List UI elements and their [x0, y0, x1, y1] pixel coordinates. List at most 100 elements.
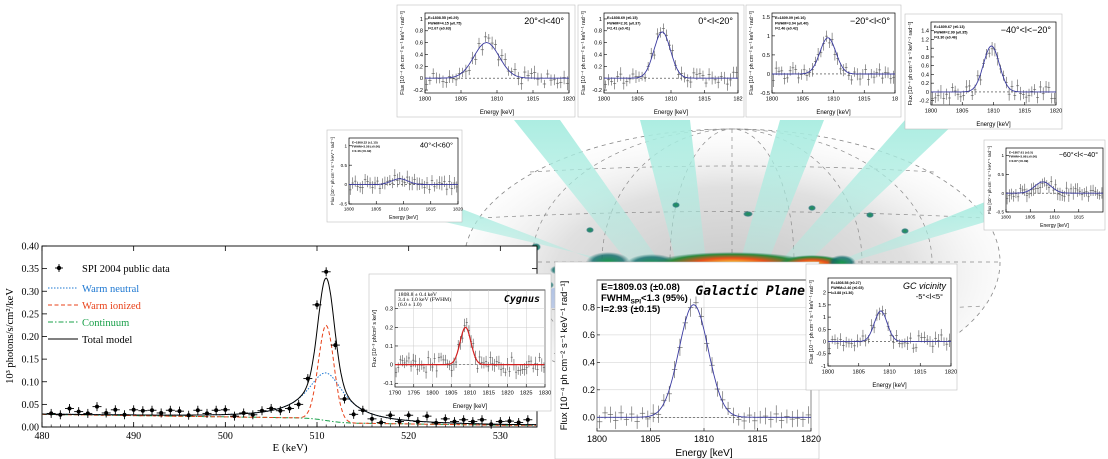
data-point: [193, 405, 203, 415]
spectrum-panels: 1800 1805 1810 1815 1820-0.200.20.40.60.81En…: [326, 4, 1106, 459]
x-axis-label: Energy [keV]: [675, 448, 732, 459]
data-point: [468, 417, 478, 427]
data-point: [120, 410, 129, 420]
model-curve: [597, 304, 811, 418]
data-point: [165, 405, 175, 415]
svg-text:FWHM=2.91 (±0.37): FWHM=2.91 (±0.37): [607, 21, 641, 25]
y-tick-label: 1: [823, 315, 826, 321]
legend-item-warm-neutral: Warm neutral: [48, 284, 139, 295]
x-tick-label: 18: [892, 97, 898, 103]
data-point: [495, 417, 505, 427]
y-tick-label: 0.8: [921, 55, 929, 61]
y-tick-label: -0.2: [592, 88, 602, 94]
y-tick-label: -0.2: [919, 99, 929, 105]
data-point: [303, 374, 313, 384]
x-tick-label: 1805: [853, 370, 865, 376]
y-tick-label: 0.5: [762, 53, 770, 59]
svg-text:E=1808.58 (±0.27): E=1808.58 (±0.27): [831, 281, 862, 285]
svg-text:E=1808.55 (±0.29): E=1808.55 (±0.29): [428, 16, 459, 20]
x-tick-label: 1805: [956, 109, 968, 115]
y-tick-label: 0.4: [921, 72, 929, 78]
y-tick-label: 0.15: [22, 355, 40, 366]
x-tick-label: 480: [35, 431, 50, 442]
data-point: [101, 408, 111, 418]
y-tick-label: 0.6: [921, 64, 929, 70]
region-label: Cygnus: [504, 294, 540, 305]
data-point: [312, 300, 322, 310]
y-axis-label: 10³ photons/s/cm²/keV: [5, 288, 16, 384]
x-tick-label: 1800: [587, 434, 607, 444]
x-tick-label: 1810: [491, 97, 503, 103]
x-tick-label: 1820: [453, 207, 464, 212]
fit-annotation: E=1808.58 (±0.27)FWHM=2.46 (±0.65)I=3.88…: [831, 281, 864, 295]
y-tick-label: -0.5: [996, 210, 1004, 215]
data-points: [425, 31, 569, 91]
y-axis-label: Flux [10⁻⁴ ph cm⁻² s⁻¹ keV⁻¹ rad⁻¹]: [330, 137, 335, 205]
model-curve: [931, 45, 1056, 93]
panel-background: [577, 4, 745, 118]
data-point: [404, 410, 414, 420]
data-point: [505, 416, 514, 426]
y-tick-label: 0.30: [22, 287, 40, 298]
x-tick-label: 1815: [1019, 109, 1031, 115]
x-axis-label: Energy [keV]: [816, 110, 851, 116]
data-points: [46, 267, 533, 429]
y-tick-label: 0.2: [385, 325, 393, 331]
y-tick-label: -1: [821, 364, 826, 370]
y-tick-label: 1.4: [921, 29, 929, 35]
data-points: [604, 23, 738, 91]
model-curve: [1006, 181, 1103, 194]
y-ticks: 0.000.050.100.150.200.250.300.350.40: [22, 242, 537, 434]
data-point: [431, 418, 441, 428]
y-tick-label: 0.8: [582, 303, 595, 313]
svg-text:E=1808.69 (±0.15): E=1808.69 (±0.15): [607, 16, 638, 20]
panel-cygnus: 1790 1795 1800 1805 1810 1815 1820 1825 1830 -0.1…: [368, 273, 552, 412]
sub-region-label: -5°<l<5°: [916, 292, 943, 301]
svg-text:FWHM=3.04 (±0.40): FWHM=3.04 (±0.40): [775, 21, 809, 25]
x-tick-label: 1800: [419, 97, 431, 103]
x-axis-label: Energy [keV]: [389, 215, 418, 221]
model-curve: [395, 326, 545, 366]
data-points: [395, 317, 545, 380]
x-tick-label: 1815: [914, 370, 926, 376]
panel-galactic-plane: 1800 1805 1810 1815 1820 0.0 0.2 0.4 0.6 0.8 Energ…: [554, 261, 821, 459]
panel-background: [805, 263, 958, 391]
x-tick-label: 1825: [520, 391, 532, 397]
y-tick-label: 0: [599, 76, 602, 82]
y-tick-label: 0: [767, 72, 770, 78]
x-tick-label: 1815: [698, 97, 710, 103]
panel-p20-40: 1800 1805 1810 1815 1820 -0.2 0 0.2 0.4 0.6 0.8 1 En…: [396, 4, 576, 118]
y-tick-label: 0.6: [582, 330, 595, 340]
x-tick-label: 1805: [797, 97, 809, 103]
svg-text:I=2.41 (±0.41): I=2.41 (±0.41): [607, 27, 631, 31]
data-points: [828, 305, 951, 355]
data-point: [321, 267, 331, 277]
x-tick-label: 500: [218, 431, 233, 442]
x-tick-label: 1805: [1025, 215, 1036, 220]
y-tick-label: 1: [1001, 153, 1004, 158]
y-tick-label: 1.2: [921, 37, 929, 43]
y-tick-label: 0.05: [22, 400, 40, 411]
data-point: [175, 406, 184, 416]
svg-text:I=2.93 (±0.15): I=2.93 (±0.15): [601, 304, 660, 315]
data-point: [385, 410, 395, 420]
svg-text:I=0.46 (±0.32): I=0.46 (±0.32): [352, 149, 371, 153]
y-tick-label: 0.5: [341, 163, 348, 168]
svg-text:E=1809.67 (±0.13): E=1809.67 (±0.13): [934, 25, 965, 29]
region-label: 40°<l<60°: [420, 141, 453, 150]
region-label: Galactic Plane: [695, 284, 805, 299]
data-point: [211, 405, 221, 415]
x-tick-label: 1810: [827, 97, 839, 103]
y-axis-label: Flux [10⁻⁴ ph cm⁻² s⁻¹ keV⁻¹ rad⁻¹]: [987, 146, 992, 214]
x-tick-label: 1820: [945, 370, 957, 376]
data-point: [340, 394, 349, 404]
data-point: [230, 411, 239, 421]
data-point: [514, 417, 524, 427]
data-point: [349, 409, 359, 419]
x-tick-label: 1830: [539, 391, 551, 397]
panel-p40-60: 1800 1805 1810 1815 1820 -0.5 0 0.5 1 Energy [keV…: [326, 129, 464, 223]
y-tick-label: 0: [823, 340, 826, 346]
x-tick-label: 1805: [371, 207, 382, 212]
data-point: [248, 410, 258, 420]
panel-m40-20: 1800 1805 1810 1815 1820 -0.2 0 0.2 0.4 0.6 0.8 1 1.…: [904, 13, 1063, 130]
